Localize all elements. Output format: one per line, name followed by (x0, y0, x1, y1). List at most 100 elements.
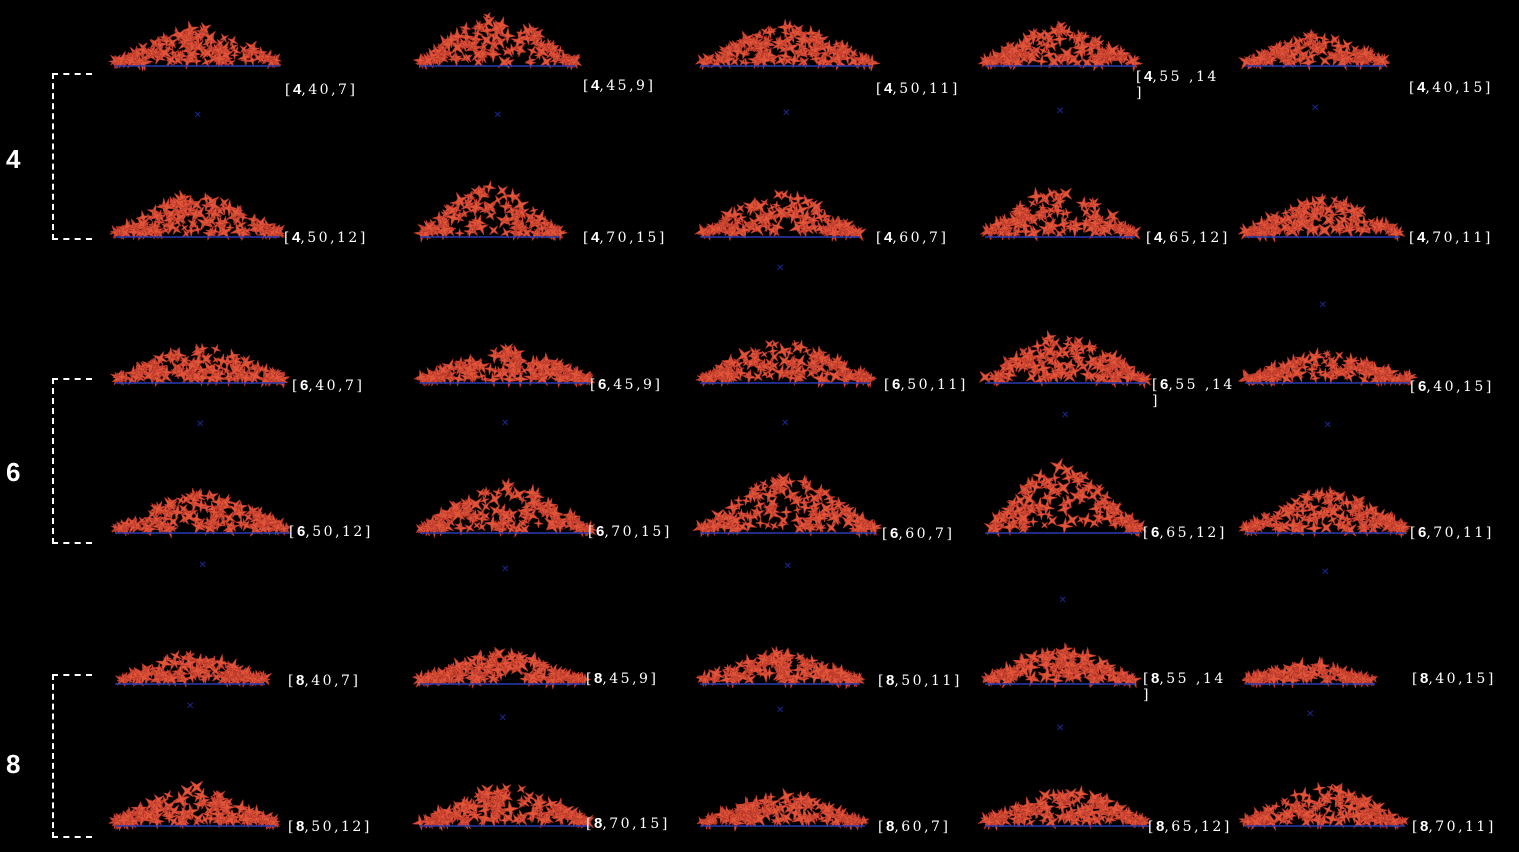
parameter-first: 4 (590, 229, 600, 246)
center-marker-icon: ✕ (776, 263, 785, 274)
parameter-first: 4 (1153, 229, 1163, 246)
parameter-rest: ,50,11 (894, 673, 954, 689)
bracket-close: ] (1484, 80, 1493, 96)
parameter-tag: [8,50,12] (288, 818, 372, 835)
particle-pile-image (412, 781, 595, 832)
parameter-tag: [6,55 ,14 ] (1152, 376, 1235, 409)
parameter-rest: ,50,12 (300, 230, 360, 246)
bracket-close: ] (1136, 85, 1144, 101)
parameter-rest: ,65,12 (1159, 525, 1219, 541)
parameter-first: 8 (295, 818, 305, 835)
parameter-rest: ,40,7 (301, 82, 350, 98)
parameter-tag: [4,65,12] (1146, 229, 1230, 246)
center-marker-icon: ✕ (1311, 103, 1320, 114)
parameter-first: 4 (883, 229, 893, 246)
parameter-first: 6 (889, 525, 899, 542)
parameter-tag: [6,70,11] (1410, 524, 1494, 541)
parameter-tag: [4,70,11] (1409, 229, 1493, 246)
particle-pile-image (412, 646, 591, 690)
center-marker-icon: ✕ (1058, 595, 1067, 606)
bracket-open: [ (583, 78, 591, 94)
center-marker-icon: ✕ (501, 564, 510, 575)
parameter-tag: [6,70,15] (588, 523, 672, 540)
parameter-rest: ,60,7 (898, 526, 947, 542)
parameter-first: 4 (1416, 229, 1426, 246)
center-marker-icon: ✕ (1056, 723, 1065, 734)
parameter-rest: ,70,11 (1426, 525, 1486, 541)
group-bracket-6 (52, 378, 92, 544)
bracket-open: [ (590, 377, 598, 393)
bracket-close: ] (658, 230, 667, 246)
parameter-tag: [6,65,12] (1143, 524, 1227, 541)
bracket-open: [ (292, 378, 300, 394)
parameter-first: 4 (883, 80, 893, 97)
parameter-rest: ,60,7 (894, 819, 943, 835)
particle-pile-image (1238, 484, 1412, 538)
parameter-first: 4 (1143, 68, 1153, 85)
parameter-rest: ,40,15 (1426, 379, 1486, 395)
particle-pile-image (108, 20, 282, 72)
parameter-tag: [8,50,11] (878, 672, 962, 689)
parameter-first: 6 (1159, 376, 1169, 393)
particle-pile-image (413, 343, 596, 388)
parameter-rest: ,70,11 (1425, 230, 1485, 246)
parameter-first: 8 (1419, 818, 1429, 835)
parameter-tag: [4,40,15] (1409, 79, 1493, 96)
parameter-tag: [6,45,9] (590, 376, 662, 393)
parameter-rest: ,40,7 (308, 378, 357, 394)
parameter-first: 6 (1417, 378, 1427, 395)
bracket-close: ] (647, 78, 656, 94)
parameter-tag: [4,50,11] (876, 80, 960, 97)
parameter-first: 8 (1155, 818, 1165, 835)
center-marker-icon: ✕ (776, 705, 785, 716)
particle-pile-image (1238, 347, 1418, 387)
center-marker-icon: ✕ (1056, 106, 1065, 117)
particle-pile-image (694, 188, 867, 242)
bracket-close: ] (959, 377, 968, 393)
particle-pile-image (981, 642, 1142, 689)
bracket-open: [ (876, 81, 884, 97)
center-marker-icon: ✕ (1323, 420, 1332, 431)
bracket-close: ] (940, 230, 949, 246)
particle-pile-image (413, 9, 582, 71)
parameter-first: 4 (1416, 79, 1426, 96)
center-marker-icon: ✕ (196, 419, 205, 430)
parameter-first: 8 (593, 670, 603, 687)
parameter-first: 6 (1150, 524, 1160, 541)
bracket-open: [ (1412, 819, 1420, 835)
parameter-rest: ,45,9 (606, 377, 655, 393)
bracket-close: ] (352, 673, 361, 689)
parameter-first: 8 (593, 815, 603, 832)
bracket-open: [ (1409, 230, 1417, 246)
bracket-open: [ (583, 230, 591, 246)
parameter-rest: ,65,12 (1164, 819, 1224, 835)
parameter-rest: ,70,11 (1428, 819, 1488, 835)
particle-pile-image (1241, 656, 1378, 689)
bracket-open: [ (1146, 230, 1154, 246)
parameter-tag: [4,55 ,14 ] (1136, 68, 1219, 101)
parameter-first: 6 (597, 376, 607, 393)
bracket-close: ] (1221, 230, 1230, 246)
parameter-first: 6 (595, 523, 605, 540)
parameter-tag: [8,55 ,14 ] (1143, 670, 1226, 703)
bracket-close: ] (1485, 379, 1494, 395)
parameter-first: 4 (590, 77, 600, 94)
particle-pile-image (980, 182, 1141, 242)
parameter-tag: [4,70,15] (583, 229, 667, 246)
particle-pile-image (692, 470, 882, 538)
particle-pile-image (977, 785, 1151, 831)
bracket-open: [ (588, 524, 596, 540)
bracket-open: [ (285, 82, 293, 98)
bracket-open: [ (586, 816, 594, 832)
parameter-first: 6 (299, 377, 309, 394)
bracket-close: ] (359, 230, 368, 246)
bracket-close: ] (946, 526, 955, 542)
center-marker-icon: ✕ (193, 110, 202, 121)
bracket-open: [ (1410, 525, 1418, 541)
bracket-open: [ (876, 230, 884, 246)
parameter-rest: ,40,7 (304, 673, 353, 689)
particle-pile-image (979, 328, 1153, 389)
parameter-tag: [8,70,11] (1412, 818, 1496, 835)
parameter-tag: [6,60,7] (882, 525, 954, 542)
bracket-open: [ (878, 673, 886, 689)
